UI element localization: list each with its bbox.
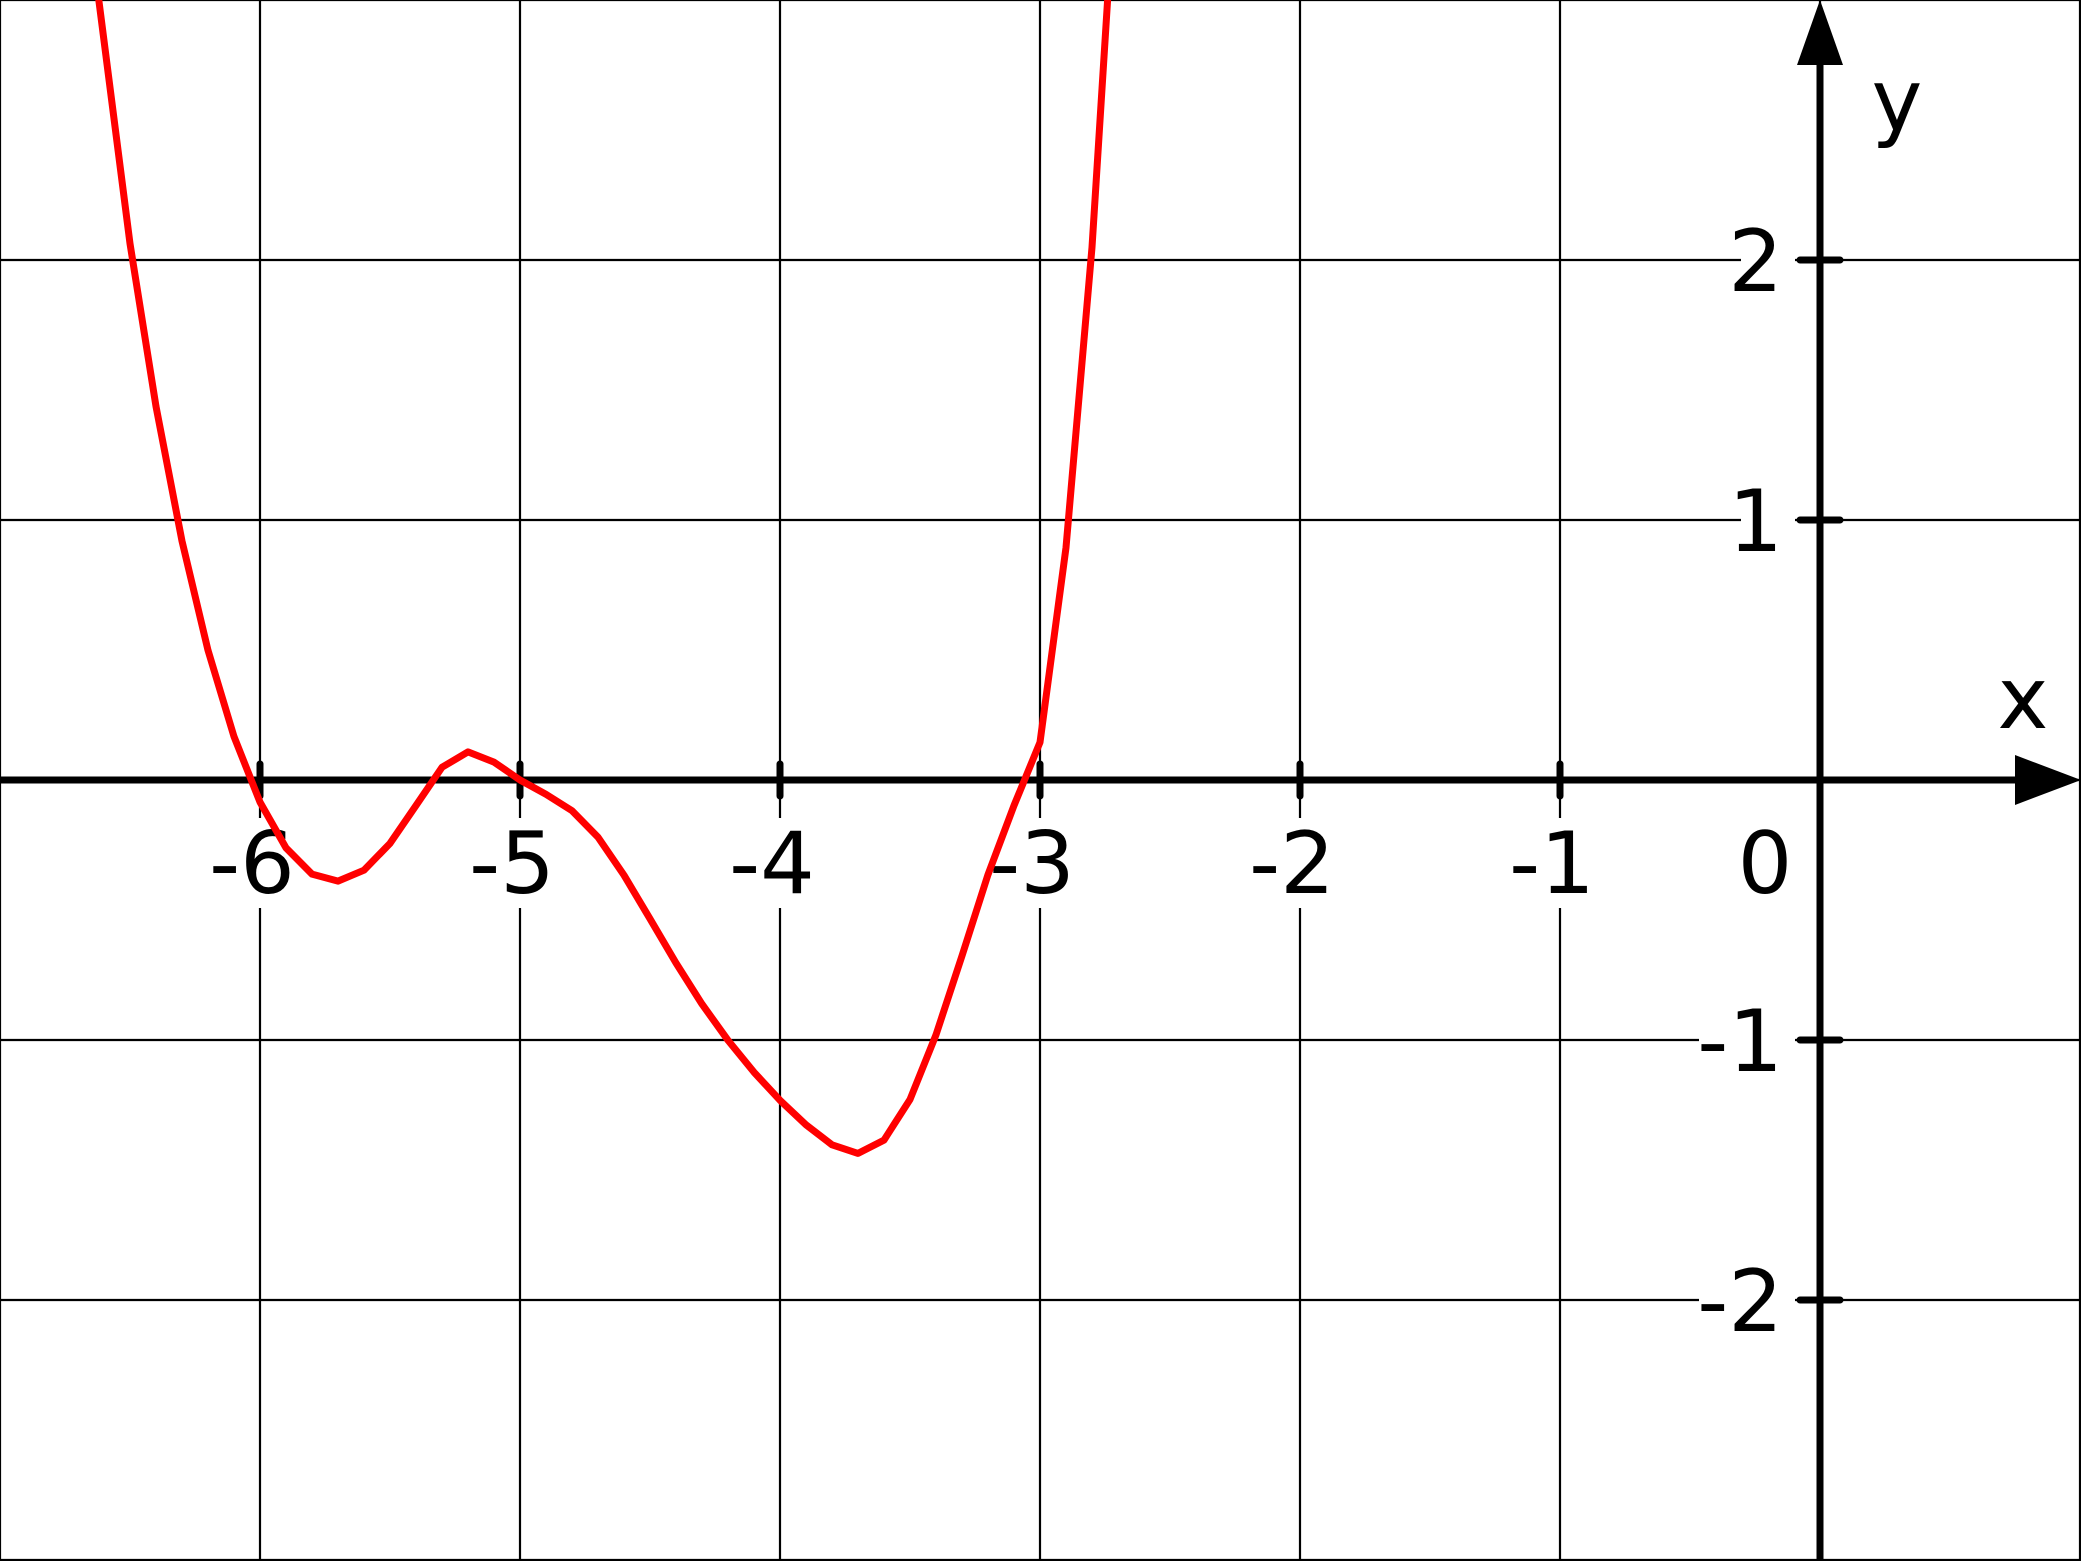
y-axis-label: y: [1872, 51, 1923, 151]
x-tick-label-background: [1512, 818, 1608, 908]
y-tick-label-background: [1741, 215, 1795, 305]
y-tick-label: 2: [1728, 212, 1783, 312]
function-curve: [95, 0, 1112, 1157]
x-tick-label: -1: [1509, 814, 1595, 914]
x-axis-label: x: [1998, 649, 2049, 749]
x-tick-label-background: [212, 818, 308, 908]
y-tick-label: -1: [1697, 992, 1783, 1092]
x-axis-arrow: [2015, 755, 2081, 805]
x-tick-label-background: [472, 818, 568, 908]
x-tick-label: -2: [1249, 814, 1335, 914]
tick-labels: -6 -5 -4 -3 -2 -1 021-1-2: [209, 212, 1795, 1352]
y-tick-label: 1: [1728, 472, 1783, 572]
y-axis-arrow: [1797, 0, 1843, 65]
x-tick-label-background: [732, 818, 828, 908]
y-tick-label: -2: [1697, 1252, 1783, 1352]
plot-series: [95, 0, 1112, 1157]
y-tick-label-background: [1699, 995, 1795, 1085]
x-tick-label: -4: [729, 814, 815, 914]
origin-label: 0: [1738, 814, 1793, 914]
x-tick-label: -6: [209, 814, 295, 914]
x-tick-label-background: [1252, 818, 1348, 908]
x-tick-label-background: [992, 818, 1088, 908]
y-tick-label-background: [1741, 475, 1795, 565]
x-tick-label: -5: [469, 814, 555, 914]
axis-ticks: [256, 256, 1844, 1304]
y-tick-label-background: [1699, 1255, 1795, 1345]
axis-titles: xy: [1872, 51, 2049, 749]
